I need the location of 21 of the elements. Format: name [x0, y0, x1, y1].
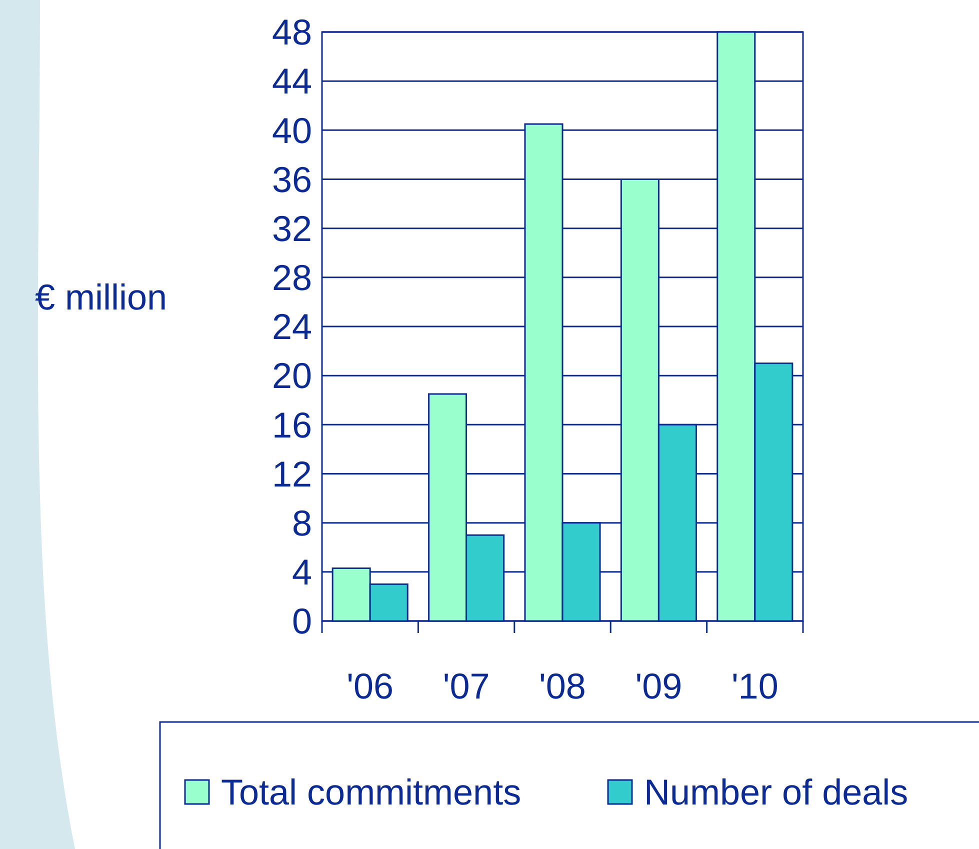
y-axis-title: € million	[34, 276, 168, 318]
legend-label: Total commitments	[221, 772, 522, 813]
x-tick-label: '06	[346, 666, 394, 707]
y-tick-label: 16	[272, 404, 312, 446]
y-tick-label: 24	[272, 306, 312, 348]
y-tick-label: 44	[272, 60, 312, 102]
y-tick-label: 36	[272, 158, 312, 200]
x-tick-label: '09	[635, 666, 682, 707]
y-tick-label: 48	[272, 12, 312, 53]
y-tick-label: 32	[272, 208, 312, 249]
y-tick-label: 20	[272, 355, 312, 396]
x-tick-label: '07	[442, 666, 490, 707]
y-tick-label: 8	[292, 502, 312, 544]
x-tick-label: '10	[731, 666, 778, 707]
y-tick-label: 0	[292, 600, 312, 642]
y-tick-label: 12	[272, 453, 312, 494]
legend-label: Number of deals	[644, 772, 908, 813]
x-tick-label: '08	[539, 666, 586, 707]
y-tick-label: 4	[292, 552, 312, 593]
y-tick-label: 40	[272, 110, 312, 151]
y-tick-label: 28	[272, 257, 312, 298]
